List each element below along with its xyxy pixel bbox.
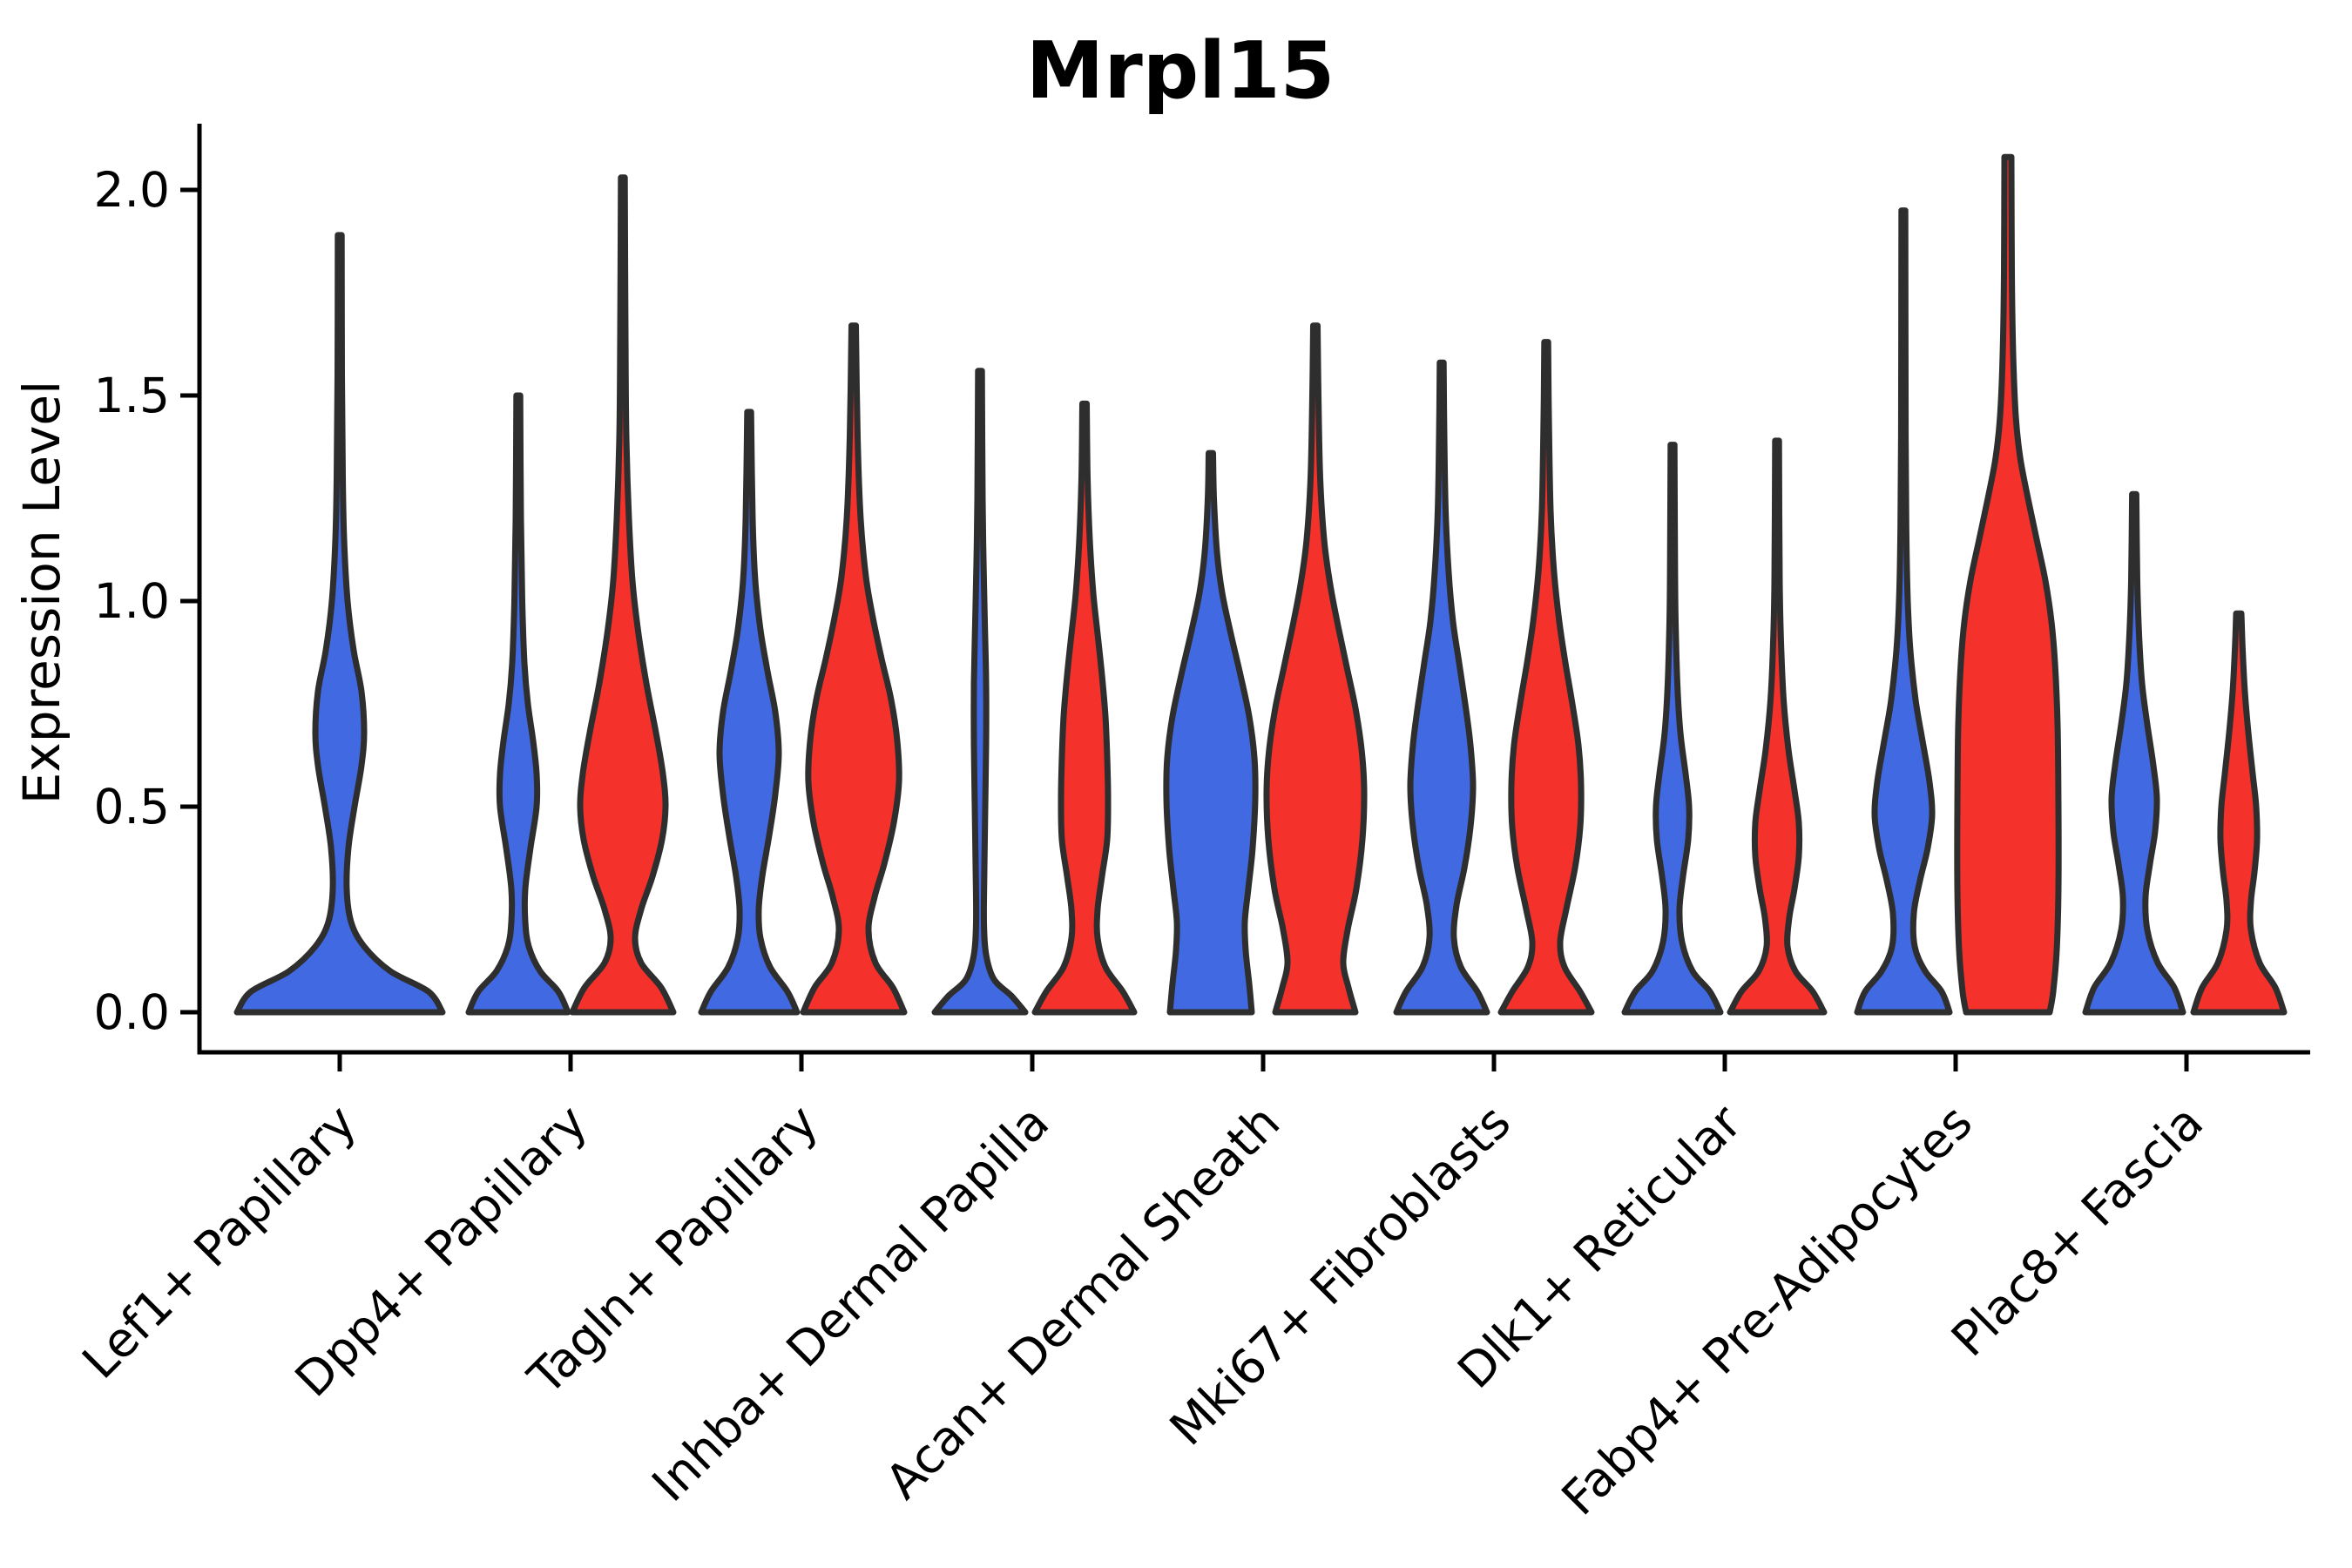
x-tick-label-acan-dermal-sheath: Acan+ Dermal Sheath xyxy=(875,1094,1290,1510)
violin-tagln-papillary-red xyxy=(800,322,908,1016)
violin-fabp4-pre-adipocytes-red xyxy=(1954,153,2062,1016)
violin-fabp4-pre-adipocytes-blue xyxy=(1854,207,1953,1016)
violin-acan-dermal-sheath-red xyxy=(1263,322,1368,1016)
violin-dpp4-papillary-blue xyxy=(465,392,571,1016)
violin-inhba-dermal-papilla-red xyxy=(1031,400,1138,1016)
violin-dpp4-papillary-red xyxy=(569,174,677,1016)
chart-title: Mrpl15 xyxy=(1026,25,1335,117)
violin-inhba-dermal-papilla-blue xyxy=(931,368,1029,1016)
violin-plac8-fascia-red xyxy=(2190,610,2288,1016)
violin-plac8-fascia-blue xyxy=(2082,490,2186,1016)
y-tick-label: 2.0 xyxy=(94,162,170,218)
y-tick-label: 0.0 xyxy=(94,984,170,1040)
violin-mki67-fibroblasts-red xyxy=(1497,339,1595,1016)
violin-lef1-papillary-blue xyxy=(233,232,446,1016)
x-tick-label-inhba-dermal-papilla: Inhba+ Dermal Papilla xyxy=(641,1094,1059,1512)
y-axis-title: Expression Level xyxy=(12,381,71,804)
x-tick-label-plac8-fascia: Plac8+ Fascia xyxy=(1941,1094,2213,1367)
violin-tagln-papillary-blue xyxy=(698,409,801,1016)
violin-dlk1-reticular-blue xyxy=(1621,442,1724,1016)
violin-acan-dermal-sheath-blue xyxy=(1163,449,1259,1016)
y-tick-label: 0.5 xyxy=(94,779,170,835)
y-tick-label: 1.5 xyxy=(94,368,170,423)
x-tick-label-fabp4-pre-adipocytes: Fabp4+ Pre-Adipocytes xyxy=(1551,1094,1983,1526)
violin-dlk1-reticular-red xyxy=(1727,437,1828,1016)
violin-mki67-fibroblasts-blue xyxy=(1393,359,1490,1016)
y-tick-label: 1.0 xyxy=(94,573,170,629)
